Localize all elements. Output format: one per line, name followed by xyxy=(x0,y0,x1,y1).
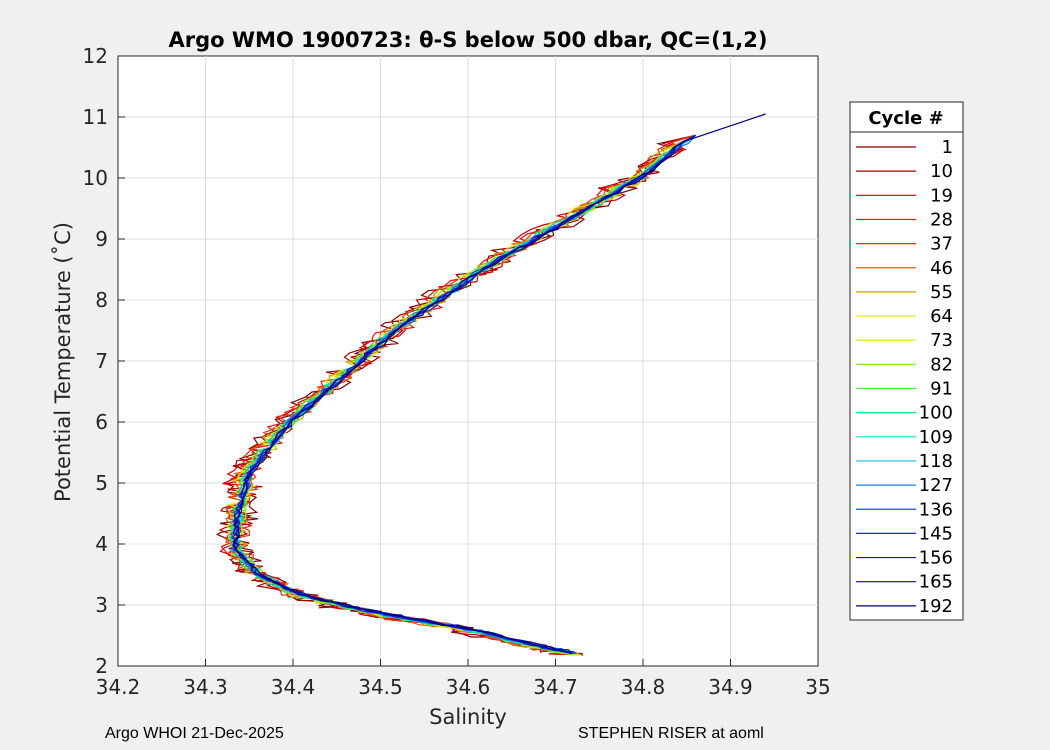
legend-label-91: 91 xyxy=(930,379,953,400)
x-tick-label: 34.7 xyxy=(533,675,578,699)
axes: 34.2 34.3 34.4 34.5 34.6 34.7 34.8 34.9 35 2 3 4 5 6 7… xyxy=(83,44,831,699)
series-line-28 xyxy=(220,134,696,656)
legend-label-46: 46 xyxy=(930,258,953,279)
legend-label-165: 165 xyxy=(919,572,953,593)
legend-label-82: 82 xyxy=(930,354,953,375)
x-tick-label: 34.2 xyxy=(96,675,141,699)
y-tick-label: 12 xyxy=(83,44,108,68)
legend-label-64: 64 xyxy=(930,306,953,327)
x-tick-label: 34.4 xyxy=(271,675,316,699)
x-tick-label: 34.3 xyxy=(183,675,228,699)
y-tick-label: 5 xyxy=(95,471,108,495)
y-tick-label: 8 xyxy=(95,288,108,312)
x-tick-label: 34.8 xyxy=(621,675,666,699)
x-tick-label: 34.9 xyxy=(708,675,753,699)
legend-label-55: 55 xyxy=(930,282,953,303)
legend-label-109: 109 xyxy=(919,427,953,448)
footer-left: Argo WHOI 21-Dec-2025 xyxy=(105,725,284,742)
x-tick-label: 34.6 xyxy=(446,675,491,699)
y-tick-label: 11 xyxy=(83,105,108,129)
y-tick-label: 2 xyxy=(95,654,108,678)
legend-label-136: 136 xyxy=(919,499,953,520)
legend-label-145: 145 xyxy=(919,523,953,544)
y-axis-label: Potential Temperature (˚C) xyxy=(51,222,75,502)
y-tick-label: 7 xyxy=(95,349,108,373)
legend-label-1: 1 xyxy=(942,137,953,158)
legend-label-156: 156 xyxy=(919,548,953,569)
y-tick-label: 9 xyxy=(95,227,108,251)
legend-label-37: 37 xyxy=(930,234,953,255)
x-tick-label: 34.5 xyxy=(358,675,403,699)
legend-label-100: 100 xyxy=(919,403,953,424)
legend: Cycle # 1 10 19 28 37 46 55 64 73 82 91 100 109 118 12… xyxy=(849,101,964,621)
footer-right: STEPHEN RISER at aoml xyxy=(578,725,764,742)
x-axis-label: Salinity xyxy=(429,705,507,729)
y-tick-label: 6 xyxy=(95,410,108,434)
x-tick-label: 35 xyxy=(805,675,830,699)
series-lines xyxy=(216,113,766,657)
legend-label-28: 28 xyxy=(930,209,953,230)
legend-title: Cycle # xyxy=(868,108,943,129)
legend-label-10: 10 xyxy=(930,161,953,182)
legend-label-73: 73 xyxy=(930,330,953,351)
legend-label-118: 118 xyxy=(919,451,953,472)
series-line-192 xyxy=(232,113,766,655)
y-tick-label: 4 xyxy=(95,532,108,556)
chart-title: Argo WMO 1900723: θ-S below 500 dbar, QC… xyxy=(169,28,768,52)
y-tick-label: 3 xyxy=(95,593,108,617)
legend-label-19: 19 xyxy=(930,185,953,206)
legend-label-192: 192 xyxy=(919,596,953,617)
legend-label-127: 127 xyxy=(919,475,953,496)
y-tick-label: 10 xyxy=(83,166,108,190)
